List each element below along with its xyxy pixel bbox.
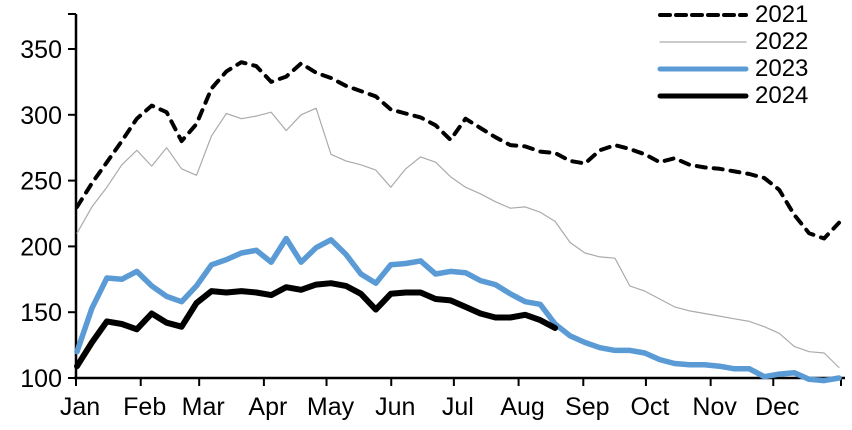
svg-text:150: 150 (20, 299, 62, 327)
svg-text:350: 350 (20, 36, 62, 64)
svg-text:Apr: Apr (248, 393, 287, 421)
svg-text:100: 100 (20, 365, 62, 393)
svg-text:Oct: Oct (630, 393, 669, 421)
svg-text:200: 200 (20, 233, 62, 261)
svg-text:Nov: Nov (692, 393, 737, 421)
svg-text:300: 300 (20, 102, 62, 130)
legend-item-2024: 2024 (657, 82, 808, 109)
legend-swatch-2021-dashed-line (658, 12, 748, 17)
legend-swatch-2022-thin-line (659, 40, 747, 43)
legend-label: 2024 (755, 81, 809, 109)
legend-swatch-2024-black-line (657, 93, 749, 98)
legend-swatch-2023-blue-line (657, 66, 749, 71)
legend-item-2021: 2021 (657, 1, 808, 28)
svg-text:Aug: Aug (500, 393, 544, 421)
svg-text:Mar: Mar (182, 393, 225, 421)
svg-text:Jun: Jun (375, 393, 415, 421)
legend-label: 2021 (755, 0, 809, 28)
svg-text:250: 250 (20, 168, 62, 196)
svg-text:Dec: Dec (755, 393, 799, 421)
svg-text:Jan: Jan (60, 393, 100, 421)
legend: 2021 2022 2023 2024 (657, 1, 808, 109)
svg-text:Feb: Feb (123, 393, 166, 421)
legend-label: 2023 (755, 54, 809, 82)
legend-label: 2022 (755, 27, 809, 55)
svg-text:Jul: Jul (442, 393, 474, 421)
legend-item-2023: 2023 (657, 55, 808, 82)
svg-text:Sep: Sep (565, 393, 609, 421)
svg-text:May: May (307, 393, 355, 421)
legend-item-2022: 2022 (657, 28, 808, 55)
